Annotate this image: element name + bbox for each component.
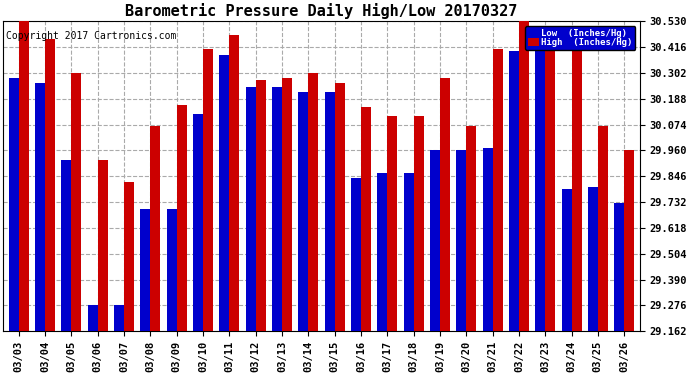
Bar (193, 114, 203, 331)
Bar (35, 82, 45, 331)
Bar (8, 78, 19, 331)
Bar (387, 117, 397, 331)
Bar (598, 126, 608, 331)
Bar (272, 87, 282, 331)
Bar (413, 117, 424, 331)
Legend: Low  (Inches/Hg), High  (Inches/Hg): Low (Inches/Hg), High (Inches/Hg) (525, 26, 635, 50)
Bar (298, 92, 308, 331)
Bar (177, 105, 186, 331)
Bar (45, 39, 55, 331)
Bar (71, 74, 81, 331)
Bar (430, 150, 440, 331)
Bar (246, 87, 255, 331)
Bar (308, 74, 318, 331)
Bar (562, 189, 571, 331)
Bar (61, 159, 71, 331)
Bar (588, 187, 598, 331)
Bar (124, 182, 134, 331)
Text: Copyright 2017 Cartronics.com: Copyright 2017 Cartronics.com (6, 31, 177, 40)
Bar (482, 148, 493, 331)
Title: Barometric Pressure Daily High/Low 20170327: Barometric Pressure Daily High/Low 20170… (125, 3, 518, 19)
Bar (114, 304, 124, 331)
Bar (324, 92, 335, 331)
Bar (255, 80, 266, 331)
Bar (361, 107, 371, 331)
Bar (614, 202, 624, 331)
Bar (509, 51, 519, 331)
Bar (88, 304, 97, 331)
Bar (535, 51, 545, 331)
Bar (19, 21, 28, 331)
Bar (404, 173, 413, 331)
Bar (203, 48, 213, 331)
Bar (351, 178, 361, 331)
Bar (150, 126, 160, 331)
Bar (571, 46, 582, 331)
Bar (493, 48, 502, 331)
Bar (440, 78, 450, 331)
Bar (466, 126, 476, 331)
Bar (377, 173, 387, 331)
Bar (219, 56, 229, 331)
Bar (140, 209, 150, 331)
Bar (166, 209, 177, 331)
Bar (229, 35, 239, 331)
Bar (97, 159, 108, 331)
Bar (282, 78, 292, 331)
Bar (545, 46, 555, 331)
Bar (456, 150, 466, 331)
Bar (335, 82, 344, 331)
Bar (519, 21, 529, 331)
Bar (624, 150, 634, 331)
